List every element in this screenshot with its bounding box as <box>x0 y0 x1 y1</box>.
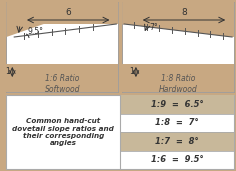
Text: 1: 1 <box>129 68 134 76</box>
Text: 1:8  =  7°: 1:8 = 7° <box>155 118 199 127</box>
Text: 1: 1 <box>6 68 10 76</box>
Text: Common hand-cut
dovetail slope ratios and
their corresponding
angles: Common hand-cut dovetail slope ratios an… <box>12 118 114 146</box>
Text: 7°: 7° <box>150 23 158 32</box>
Polygon shape <box>122 2 234 37</box>
Polygon shape <box>6 2 118 37</box>
Polygon shape <box>124 24 232 64</box>
Text: 1:6 Ratio
Softwood: 1:6 Ratio Softwood <box>45 74 80 94</box>
Polygon shape <box>122 64 234 92</box>
Polygon shape <box>14 24 116 64</box>
Text: 1:9  =  6.5°: 1:9 = 6.5° <box>151 100 203 109</box>
Text: 9.5°: 9.5° <box>28 27 44 36</box>
Text: 6: 6 <box>65 8 71 17</box>
Text: 1:6  =  9.5°: 1:6 = 9.5° <box>151 155 203 164</box>
FancyBboxPatch shape <box>120 95 234 114</box>
Text: 1:7  =  8°: 1:7 = 8° <box>155 137 199 146</box>
FancyBboxPatch shape <box>6 95 234 169</box>
Text: 1:8 Ratio
Hardwood: 1:8 Ratio Hardwood <box>159 74 198 94</box>
FancyBboxPatch shape <box>6 2 118 92</box>
FancyBboxPatch shape <box>122 2 234 92</box>
Polygon shape <box>6 64 118 92</box>
Text: 8: 8 <box>181 8 187 17</box>
FancyBboxPatch shape <box>120 132 234 150</box>
